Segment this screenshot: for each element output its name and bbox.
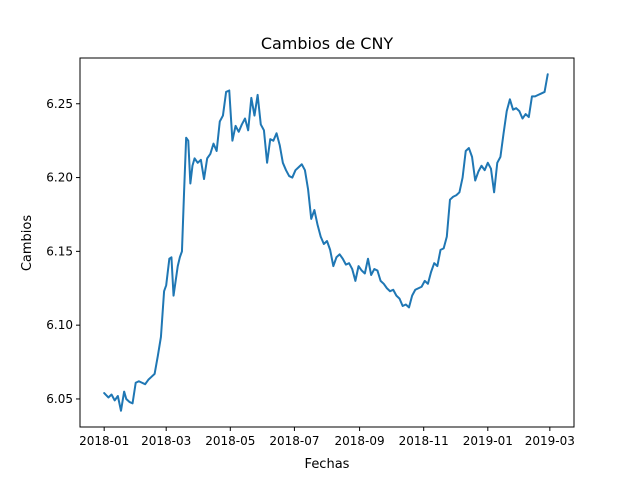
x-axis: 2018-01 2018-03 2018-05 2018-07 2018-09 2018-… xyxy=(79,427,575,448)
x-tick-label: 2018-01 xyxy=(79,434,129,448)
x-tick-label: 2018-11 xyxy=(399,434,449,448)
x-tick-label: 2019-01 xyxy=(463,434,513,448)
plot-frame xyxy=(79,57,575,428)
y-axis-label: Cambios xyxy=(20,215,35,272)
y-tick-label: 6.05 xyxy=(46,392,73,406)
x-tick-label: 2018-09 xyxy=(335,434,385,448)
x-tick-label: 2018-07 xyxy=(269,434,319,448)
x-tick-label: 2018-05 xyxy=(205,434,255,448)
y-tick-label: 6.10 xyxy=(46,318,73,332)
x-tick-label: 2018-03 xyxy=(141,434,191,448)
y-tick-label: 6.25 xyxy=(46,97,73,111)
x-axis-label: Fechas xyxy=(305,457,350,472)
x-tick-label: 2019-03 xyxy=(525,434,575,448)
chart-title: Cambios de CNY xyxy=(261,34,394,53)
y-tick-label: 6.15 xyxy=(46,244,73,258)
series-line xyxy=(103,73,549,412)
y-axis: 6.05 6.10 6.15 6.20 6.25 xyxy=(46,97,80,406)
y-tick-label: 6.20 xyxy=(46,171,73,185)
